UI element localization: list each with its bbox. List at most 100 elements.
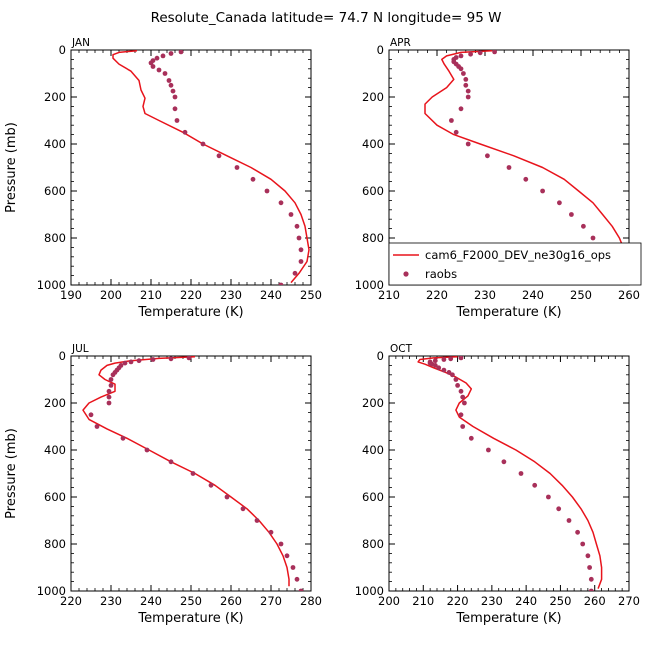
- legend-box: [388, 242, 642, 286]
- obs-point: [458, 66, 464, 72]
- obs-point: [172, 106, 178, 112]
- x-tick-label: 250: [180, 594, 202, 608]
- obs-point: [557, 200, 562, 206]
- model-line: [82, 356, 290, 587]
- obs-point: [178, 50, 184, 55]
- obs-point: [566, 518, 572, 523]
- x-tick-label: 230: [100, 594, 122, 608]
- x-tick-label: 220: [180, 288, 202, 302]
- y-tick-label: 600: [362, 490, 384, 504]
- obs-point: [110, 372, 116, 378]
- obs-point: [540, 188, 545, 194]
- y-tick-label: 800: [44, 231, 66, 245]
- figure-title: Resolute_Canada latitude= 74.7 N longitu…: [151, 10, 502, 26]
- obs-point: [458, 53, 464, 59]
- x-tick-label: 220: [447, 594, 469, 608]
- obs-point: [298, 588, 304, 591]
- obs-point: [224, 494, 230, 500]
- obs-point: [240, 506, 246, 512]
- obs-point: [298, 247, 304, 253]
- y-axis-label: Pressure (mb): [4, 428, 19, 519]
- y-tick-label: 1000: [37, 584, 66, 598]
- obs-point: [268, 529, 274, 535]
- obs-point: [463, 82, 469, 88]
- obs-point: [506, 165, 512, 170]
- x-axis-label: Temperature (K): [455, 611, 561, 626]
- model-line: [424, 50, 625, 281]
- x-tick-label: 210: [378, 288, 400, 302]
- panels-group: JAN 190 200 210 220 230 240 250 0 200 400 600 800 100…: [4, 37, 640, 626]
- y-tick-label: 800: [362, 537, 384, 551]
- y-tick-label: 1000: [355, 584, 384, 598]
- obs-point: [284, 553, 290, 559]
- obs-point: [501, 459, 507, 465]
- x-tick-label: 240: [522, 288, 544, 302]
- obs-point: [94, 424, 100, 429]
- obs-point: [254, 518, 260, 523]
- obs-point: [264, 188, 270, 194]
- obs-point: [106, 400, 112, 406]
- x-tick-label: 230: [481, 594, 503, 608]
- obs-point: [446, 370, 452, 375]
- obs-point: [588, 576, 594, 582]
- obs-point: [144, 447, 150, 453]
- obs-point: [108, 377, 114, 382]
- obs-point: [436, 365, 442, 371]
- obs-point: [234, 165, 240, 170]
- x-tick-label: 220: [426, 288, 448, 302]
- y-tick-label: 0: [377, 43, 384, 57]
- y-tick-label: 0: [59, 349, 66, 363]
- panel-label-apr: APR: [390, 37, 411, 49]
- x-tick-label: 220: [60, 594, 82, 608]
- y-tick-label: 1000: [37, 278, 66, 292]
- obs-point: [450, 372, 455, 378]
- obs-point: [162, 71, 168, 76]
- obs-point: [588, 588, 594, 591]
- obs-point: [587, 565, 592, 570]
- obs-point: [461, 71, 466, 76]
- obs-point: [477, 50, 483, 56]
- obs-point: [154, 55, 160, 61]
- obs-point: [298, 259, 304, 264]
- obs-point: [108, 383, 114, 388]
- obs-point: [122, 360, 128, 366]
- y-tick-label: 1000: [355, 278, 384, 292]
- panel-frame-oct: [388, 355, 630, 592]
- obs-point: [150, 357, 156, 362]
- obs-point: [518, 471, 524, 476]
- obs-point: [523, 176, 529, 182]
- legend-model-label: cam6_F2000_DEV_ne30g16_ops: [425, 248, 611, 262]
- obs-point: [294, 223, 300, 229]
- model-line: [112, 50, 310, 284]
- y-tick-label: 400: [362, 443, 384, 457]
- panel-frame-jan: [70, 49, 312, 286]
- x-axis-label: Temperature (K): [137, 611, 243, 626]
- obs-point: [186, 356, 192, 361]
- obs-point: [468, 435, 474, 441]
- obs-point: [460, 394, 466, 400]
- obs-point: [458, 388, 464, 394]
- panel-label-oct: OCT: [390, 343, 413, 355]
- y-tick-label: 200: [44, 90, 66, 104]
- obs-point: [492, 50, 497, 55]
- y-tick-label: 200: [362, 396, 384, 410]
- obs-point: [455, 383, 460, 388]
- x-tick-label: 270: [618, 594, 640, 608]
- y-tick-label: 400: [44, 443, 66, 457]
- obs-point: [296, 235, 302, 241]
- x-tick-label: 280: [300, 594, 322, 608]
- x-axis-label: Temperature (K): [137, 305, 243, 320]
- y-tick-label: 200: [44, 396, 66, 410]
- obs-point: [458, 106, 464, 112]
- y-tick-label: 600: [44, 490, 66, 504]
- obs-point: [569, 212, 574, 217]
- legend-obs-label: raobs: [425, 267, 457, 281]
- obs-point: [463, 77, 469, 82]
- obs-point: [575, 529, 580, 535]
- panel-oct: OCT 200 210 220 230 240 250 260 270 0 200 400 600 800…: [355, 343, 640, 626]
- obs-point: [458, 412, 464, 418]
- obs-point: [190, 471, 196, 476]
- y-tick-label: 600: [44, 184, 66, 198]
- obs-point: [168, 82, 174, 88]
- obs-point: [441, 357, 447, 362]
